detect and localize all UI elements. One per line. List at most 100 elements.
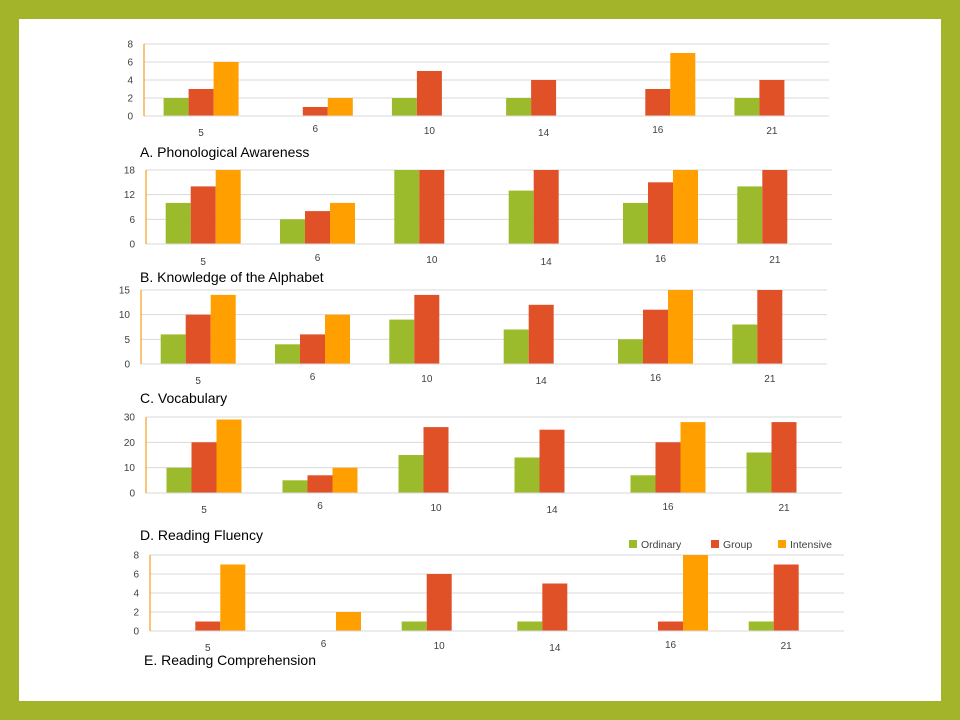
bar-ordinary xyxy=(394,170,420,244)
legend-label-ordinary: Ordinary xyxy=(641,539,682,551)
bar-intensive xyxy=(213,62,239,116)
y-tick-label: 15 xyxy=(119,286,131,297)
bar-group xyxy=(648,182,673,244)
x-tick-label: 14 xyxy=(536,376,548,387)
bar-ordinary xyxy=(623,202,648,244)
y-tick-label: 8 xyxy=(127,40,133,51)
chart-title: C. Vocabulary xyxy=(140,390,227,406)
y-tick-label: 6 xyxy=(133,570,139,581)
bar-intensive xyxy=(216,419,242,493)
bar-intensive xyxy=(330,202,355,244)
y-tick-label: 4 xyxy=(127,76,133,87)
bar-intensive xyxy=(332,467,358,493)
bar-intensive xyxy=(220,564,246,631)
y-tick-label: 0 xyxy=(133,627,139,638)
chart-title: E. Reading Comprehension xyxy=(144,652,316,668)
bar-group xyxy=(531,80,557,116)
bar-ordinary xyxy=(401,621,427,631)
x-tick-label: 14 xyxy=(538,128,550,139)
bar-intensive xyxy=(215,170,241,244)
legend-label-intensive: Intensive xyxy=(790,539,832,551)
x-tick-label: 21 xyxy=(766,126,778,137)
legend-label-group: Group xyxy=(723,539,752,551)
bar-group xyxy=(188,89,214,116)
x-tick-label: 10 xyxy=(426,255,438,266)
bar-ordinary xyxy=(508,190,534,244)
bar-group xyxy=(423,427,449,493)
bar-group xyxy=(300,334,325,364)
x-tick-label: 16 xyxy=(655,254,667,265)
x-tick-label: 6 xyxy=(312,124,318,135)
y-tick-label: 0 xyxy=(129,489,135,500)
x-tick-label: 6 xyxy=(321,639,327,650)
bar-intensive xyxy=(673,170,698,244)
bar-ordinary xyxy=(160,334,186,364)
x-tick-label: 16 xyxy=(662,502,674,513)
x-tick-label: 6 xyxy=(310,372,316,383)
bar-intensive xyxy=(327,98,353,116)
bar-ordinary xyxy=(282,480,308,493)
bar-intensive xyxy=(670,53,696,116)
bar-group xyxy=(533,170,559,244)
y-tick-label: 10 xyxy=(119,310,131,321)
bar-ordinary xyxy=(630,475,656,493)
y-tick-label: 2 xyxy=(127,94,133,105)
bar-ordinary xyxy=(517,621,543,631)
y-tick-label: 4 xyxy=(133,589,139,600)
x-tick-label: 21 xyxy=(764,374,776,385)
x-tick-label: 5 xyxy=(195,376,201,387)
bar-ordinary xyxy=(746,452,772,493)
x-tick-label: 16 xyxy=(650,373,662,384)
x-tick-label: 21 xyxy=(778,503,790,514)
bar-group xyxy=(305,211,330,244)
bar-group xyxy=(185,314,211,364)
chart-title: D. Reading Fluency xyxy=(140,527,263,543)
bar-group xyxy=(416,71,442,116)
y-tick-label: 12 xyxy=(124,190,136,201)
bar-group xyxy=(302,107,328,116)
bar-group xyxy=(643,309,668,364)
bar-intensive xyxy=(325,314,350,364)
bar-ordinary xyxy=(275,344,300,364)
y-tick-label: 0 xyxy=(129,240,135,251)
x-tick-label: 6 xyxy=(315,253,321,264)
y-tick-label: 20 xyxy=(124,438,136,449)
bar-group xyxy=(414,294,440,364)
y-tick-label: 0 xyxy=(124,360,130,371)
bar-group xyxy=(645,89,671,116)
x-tick-label: 14 xyxy=(546,505,558,516)
chart-title: A. Phonological Awareness xyxy=(140,144,309,160)
bar-ordinary xyxy=(165,202,191,244)
y-tick-label: 0 xyxy=(127,112,133,123)
bar-group xyxy=(539,429,565,493)
x-tick-label: 21 xyxy=(769,255,781,266)
y-tick-label: 2 xyxy=(133,608,139,619)
bar-group xyxy=(771,422,797,493)
bar-group xyxy=(426,574,452,631)
x-tick-label: 16 xyxy=(665,640,677,651)
bar-ordinary xyxy=(391,98,417,116)
bar-ordinary xyxy=(503,329,529,364)
y-tick-label: 5 xyxy=(124,335,130,346)
x-tick-label: 5 xyxy=(201,505,207,516)
bar-group xyxy=(528,304,554,364)
x-tick-label: 5 xyxy=(200,257,206,268)
bar-intensive xyxy=(683,555,708,631)
y-tick-label: 18 xyxy=(124,166,136,177)
y-tick-label: 6 xyxy=(127,58,133,69)
bar-group xyxy=(191,442,217,493)
bar-ordinary xyxy=(737,186,763,244)
bar-intensive xyxy=(336,612,361,631)
bar-group xyxy=(757,290,783,364)
bar-group xyxy=(542,583,568,631)
y-tick-label: 30 xyxy=(124,413,136,424)
bar-intensive xyxy=(668,290,693,364)
bar-group xyxy=(759,80,785,116)
chart-title: B. Knowledge of the Alphabet xyxy=(140,269,324,285)
bar-intensive xyxy=(680,422,706,493)
bar-ordinary xyxy=(280,219,305,244)
bar-group xyxy=(658,621,683,631)
x-tick-label: 16 xyxy=(652,125,664,136)
bar-ordinary xyxy=(389,319,415,364)
